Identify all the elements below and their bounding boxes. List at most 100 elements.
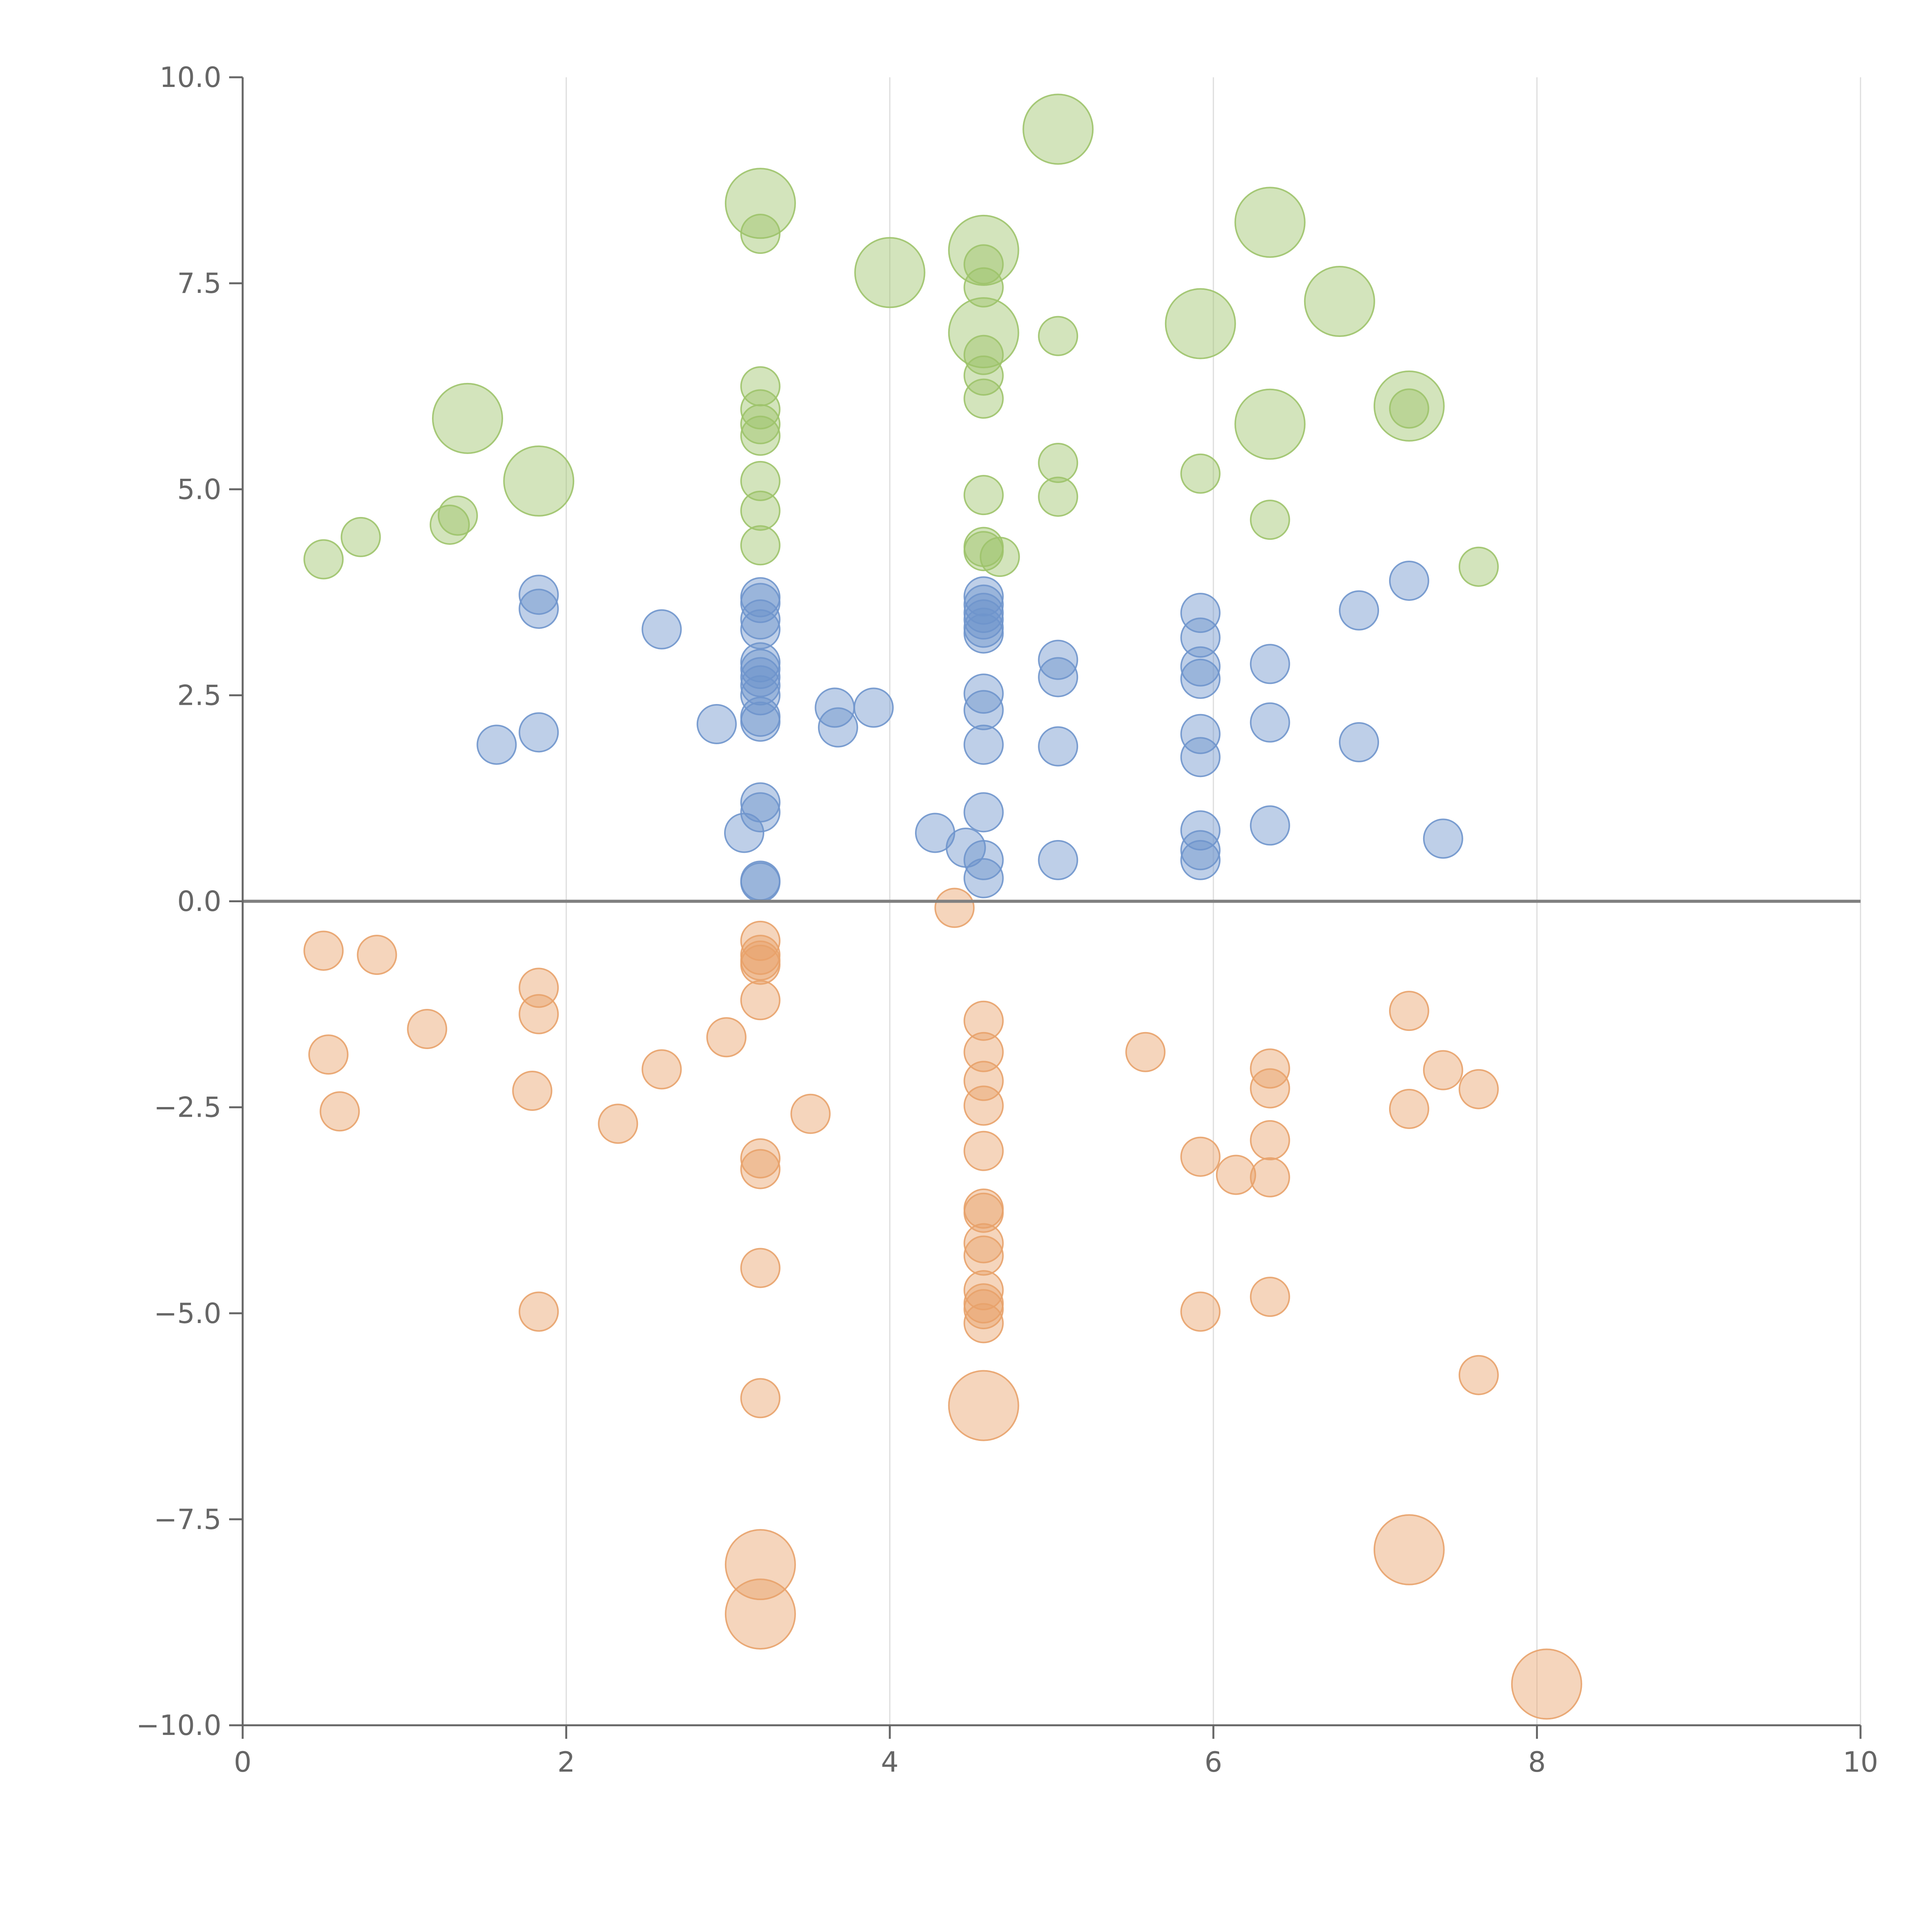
blue-point-38 xyxy=(963,858,1004,898)
blue-point-33 xyxy=(963,673,1004,714)
green-point-11 xyxy=(740,415,781,456)
blue-point-0 xyxy=(476,724,517,765)
blue-point-53 xyxy=(1250,702,1290,743)
orange-point-19 xyxy=(740,1248,781,1288)
x-tick-label: 10 xyxy=(1843,1746,1878,1778)
green-point-20 xyxy=(963,335,1004,375)
blue-point-51 xyxy=(1180,840,1221,880)
blue-point-1 xyxy=(519,575,559,615)
blue-point-46 xyxy=(1180,658,1221,699)
x-tick-label: 2 xyxy=(557,1746,575,1778)
green-point-31 xyxy=(1165,288,1236,359)
blue-point-4 xyxy=(641,609,682,650)
orange-point-39 xyxy=(1125,1032,1166,1072)
orange-point-7 xyxy=(519,994,559,1034)
green-point-23 xyxy=(963,475,1004,515)
blue-point-21 xyxy=(740,862,781,903)
orange-point-52 xyxy=(1458,1069,1499,1109)
green-point-29 xyxy=(1038,443,1078,483)
green-point-5 xyxy=(503,445,575,517)
orange-point-28 xyxy=(963,1085,1004,1126)
green-point-7 xyxy=(740,214,781,254)
green-point-14 xyxy=(740,525,781,566)
green-point-18 xyxy=(963,267,1004,308)
green-point-32 xyxy=(1180,453,1221,494)
green-point-25 xyxy=(963,531,1004,571)
x-tick-label: 0 xyxy=(234,1746,252,1778)
blue-point-40 xyxy=(1038,657,1078,697)
orange-point-18 xyxy=(740,1149,781,1189)
orange-point-41 xyxy=(1180,1291,1221,1332)
axes: 10.0 7.5 5.0 2.5 0.0 −2.5 −5.0 −7.5 −10.0 0 2 4 6 8 10 xyxy=(136,61,1878,1778)
green-point-28 xyxy=(1038,316,1078,356)
orange-point-32 xyxy=(963,1223,1004,1264)
blue-point-58 xyxy=(1423,818,1463,859)
blue-point-18 xyxy=(740,782,781,823)
green-point-13 xyxy=(740,490,781,531)
orange-point-38 xyxy=(948,1370,1019,1441)
orange-point-5 xyxy=(512,1070,553,1111)
blue-point-50 xyxy=(1180,830,1221,871)
green-point-39 xyxy=(1458,546,1499,587)
blue-point-27 xyxy=(963,576,1004,617)
blue-point-5 xyxy=(696,704,737,745)
orange-point-1 xyxy=(308,1034,349,1075)
green-point-19 xyxy=(948,297,1019,369)
x-tick-label: 8 xyxy=(1528,1746,1546,1778)
orange-point-21 xyxy=(724,1529,796,1600)
orange-point-29 xyxy=(963,1131,1004,1171)
x-tick-label: 6 xyxy=(1204,1746,1222,1778)
green-point-36 xyxy=(1304,266,1375,337)
orange-point-42 xyxy=(1216,1155,1256,1195)
orange-point-45 xyxy=(1250,1120,1290,1160)
blue-point-28 xyxy=(963,584,1004,625)
blue-point-54 xyxy=(1250,805,1290,846)
orange-point-25 xyxy=(963,1000,1004,1041)
blue-point-35 xyxy=(963,724,1004,765)
green-point-6 xyxy=(724,168,796,239)
y-tick-label: 10.0 xyxy=(160,61,221,94)
blue-point-14 xyxy=(740,665,781,706)
orange-point-24 xyxy=(934,888,975,928)
green-point-37 xyxy=(1373,370,1445,442)
green-point-26 xyxy=(980,537,1020,577)
blue-point-42 xyxy=(1038,840,1078,880)
green-point-16 xyxy=(948,214,1019,286)
y-tick-label: 2.5 xyxy=(177,679,221,711)
orange-point-22 xyxy=(724,1578,796,1650)
blue-point-48 xyxy=(1180,737,1221,777)
y-tick-label: 5.0 xyxy=(177,473,221,505)
orange-point-13 xyxy=(740,935,781,975)
y-tick-label: −10.0 xyxy=(136,1709,221,1742)
green-point-17 xyxy=(963,244,1004,285)
orange-point-33 xyxy=(963,1235,1004,1276)
blue-point-43 xyxy=(1180,593,1221,633)
orange-point-49 xyxy=(1389,1088,1429,1129)
green-point-15 xyxy=(854,237,925,308)
blue-point-52 xyxy=(1250,644,1290,684)
orange-point-10 xyxy=(641,1049,682,1090)
orange-point-37 xyxy=(963,1303,1004,1344)
blue-point-55 xyxy=(1339,590,1379,631)
orange-point-23 xyxy=(790,1094,831,1134)
green-point-35 xyxy=(1250,500,1290,540)
blue-point-44 xyxy=(1180,617,1221,658)
orange-point-0 xyxy=(303,930,344,971)
orange-point-20 xyxy=(740,1378,781,1418)
orange-point-44 xyxy=(1250,1068,1290,1109)
blue-point-47 xyxy=(1180,714,1221,754)
blue-point-9 xyxy=(740,599,781,640)
orange-point-51 xyxy=(1423,1050,1463,1090)
blue-point-57 xyxy=(1389,560,1429,601)
blue-point-45 xyxy=(1180,646,1221,687)
blue-point-41 xyxy=(1038,726,1078,767)
x-tick-label: 4 xyxy=(881,1746,899,1778)
data-points xyxy=(303,94,1582,1720)
green-point-0 xyxy=(303,539,344,580)
orange-point-27 xyxy=(963,1061,1004,1101)
orange-point-36 xyxy=(963,1289,1004,1330)
orange-point-9 xyxy=(598,1104,638,1144)
blue-point-32 xyxy=(963,613,1004,654)
blue-point-2 xyxy=(519,588,559,629)
